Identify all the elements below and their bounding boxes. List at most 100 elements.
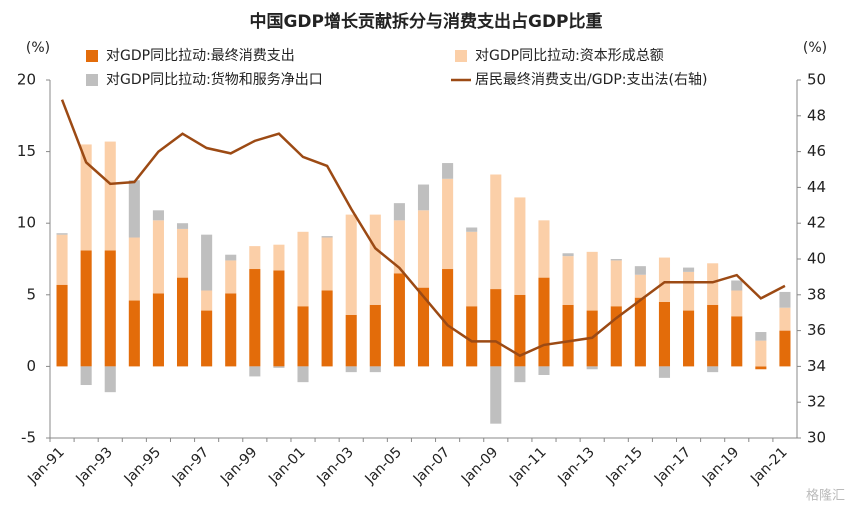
bar [514,197,526,295]
bar [321,236,333,238]
x-tick-label: Jan-99 [217,444,260,487]
bar [176,277,189,367]
bar [56,284,68,367]
bar [225,254,237,261]
bar [201,310,213,367]
bar [128,180,140,238]
x-tick-label: Jan-97 [169,444,212,487]
bar [249,246,261,270]
bar [707,366,719,373]
bar [466,306,478,367]
bar [683,271,695,311]
bar [176,223,189,229]
bar [514,294,526,367]
bar [104,141,116,251]
bar [755,366,767,370]
bar [731,316,743,367]
watermark: 格隆汇 [806,488,845,504]
bar [683,267,695,272]
bar [779,307,791,331]
bar [755,332,767,341]
bar [393,203,405,221]
y-tick-label: 15 [17,142,36,160]
bar [80,144,92,251]
bar [610,260,622,307]
bar [225,260,237,294]
bar [273,244,285,271]
legend-label: 对GDP同比拉动:货物和服务净出口 [106,71,323,88]
y2-tick-label: 44 [807,178,826,196]
bar [658,366,671,378]
bar [610,259,622,261]
y-tick-label: 20 [17,71,36,89]
bar [56,234,68,285]
y2-tick-label: 48 [807,106,826,124]
bar [755,340,767,367]
bar [321,290,333,367]
bar [538,277,550,367]
bar [104,366,116,393]
bar [779,291,791,308]
bar [104,250,116,367]
bar [634,274,646,298]
x-tick-label: Jan-05 [362,444,405,487]
y2-unit: (%) [803,40,827,56]
x-tick-label: Jan-21 [747,444,790,487]
x-tick-label: Jan-09 [458,444,501,487]
bar [514,366,526,383]
bar [562,256,574,305]
legend-swatch [86,74,98,86]
bar [152,210,164,221]
legend-swatch [86,50,98,62]
y2-tick-label: 36 [807,321,826,339]
bar [345,314,357,367]
bar [393,273,405,367]
x-tick-label: Jan-03 [313,444,356,487]
x-tick-label: Jan-15 [603,444,646,487]
bar [80,366,92,386]
legend-label: 对GDP同比拉动:最终消费支出 [106,48,295,64]
bar [634,266,646,275]
bar [201,234,213,291]
bar [369,366,381,373]
y2-tick-label: 46 [807,142,826,160]
y-tick-label: 10 [17,214,36,232]
y2-tick-label: 30 [807,429,826,447]
bar [707,263,719,305]
legend-label: 对GDP同比拉动:资本形成总额 [475,48,664,64]
y-tick-label: -5 [21,429,36,447]
x-tick-label: Jan-19 [699,444,742,487]
bar [297,366,309,383]
x-tick-label: Jan-91 [24,444,67,487]
y-tick-label: 5 [26,285,36,303]
bar [369,214,381,305]
bar [417,287,430,367]
bar [80,250,92,367]
x-tick-label: Jan-11 [506,444,549,487]
x-tick-label: Jan-01 [265,444,308,487]
bar [658,257,671,302]
bar [731,280,743,291]
bar [345,366,357,373]
bar [586,251,598,311]
bar [297,306,309,367]
bar [731,290,743,317]
x-tick-label: Jan-13 [554,444,597,487]
bar [490,174,502,290]
bar [562,253,574,257]
y2-tick-label: 42 [807,214,826,232]
bar [466,227,478,232]
legend: 对GDP同比拉动:最终消费支出 对GDP同比拉动:资本形成总额对GDP同比拉动:货… [86,48,707,88]
bar [369,304,381,367]
bar [249,269,261,367]
bar [490,366,502,424]
bar [779,330,791,367]
x-tick-label: Jan-93 [72,444,115,487]
bar [249,366,261,377]
bar [538,220,550,278]
bar [176,228,189,278]
bar [273,270,285,367]
bar [417,184,430,211]
bar [345,214,357,315]
